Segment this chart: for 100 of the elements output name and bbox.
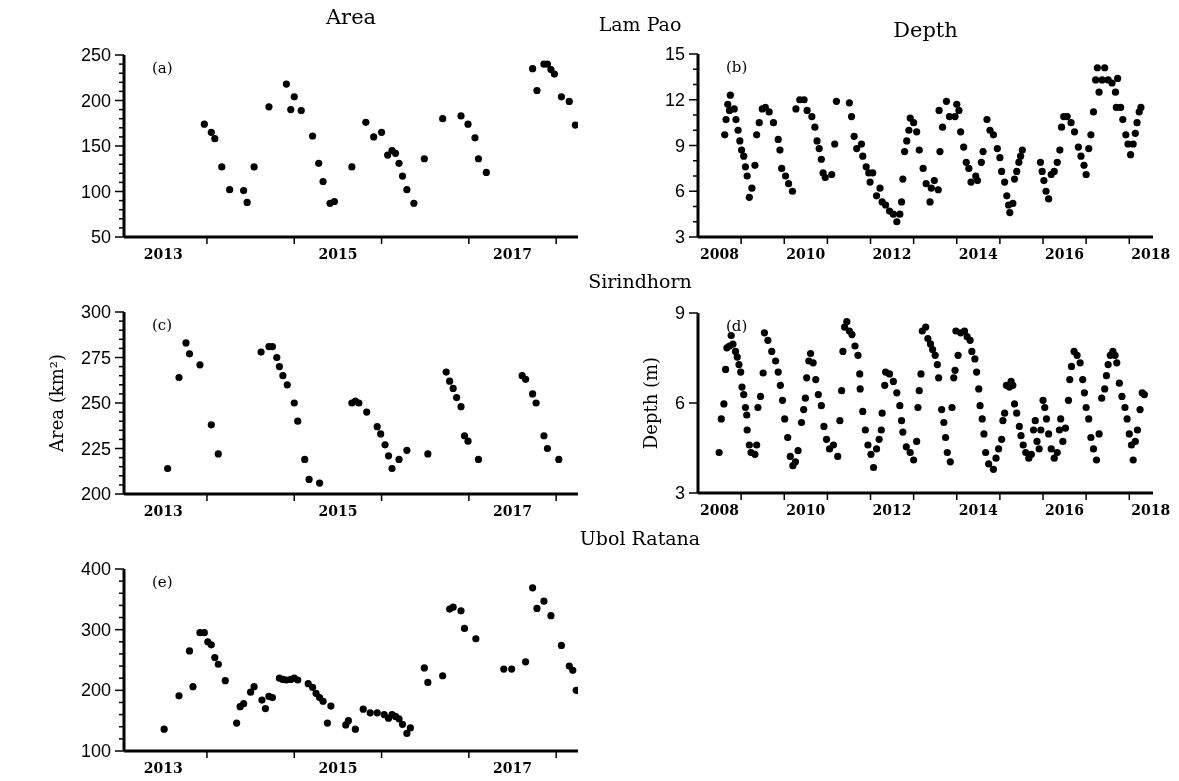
y-tick-label: 50	[90, 227, 111, 247]
point	[370, 133, 378, 141]
x-tick-label: 2017	[493, 246, 532, 262]
point	[403, 186, 411, 194]
x-tick-label: 2013	[143, 760, 183, 776]
point	[529, 65, 537, 73]
y-tick-label: 150	[80, 136, 111, 156]
x-tick-label: 2014	[958, 246, 999, 262]
y-tick-label: 6	[674, 393, 685, 413]
annotation: (d)	[726, 317, 748, 335]
y-tick-label: 9	[674, 135, 685, 156]
x-tick-label: 2012	[872, 502, 912, 518]
point	[330, 197, 339, 206]
y-tick-label: 250	[80, 45, 111, 65]
point	[265, 103, 273, 111]
x-tick-label: 2014	[958, 502, 999, 518]
point	[175, 373, 183, 382]
y-tick-label: 3	[674, 483, 685, 503]
x-tick-label: 2015	[318, 246, 358, 262]
point	[182, 339, 190, 347]
point	[243, 198, 251, 207]
text: Sirindhorn	[587, 270, 693, 292]
y-tick-label: 100	[80, 181, 111, 202]
x-tick-label: 2008	[700, 502, 740, 518]
point	[457, 403, 465, 411]
point	[294, 417, 302, 425]
point	[547, 65, 555, 74]
point	[464, 437, 472, 445]
x-tick-label: 2010	[786, 502, 826, 518]
x-tick-label: 2015	[318, 503, 358, 519]
point	[185, 350, 194, 358]
point	[373, 423, 381, 431]
point	[424, 450, 432, 458]
point	[355, 399, 363, 407]
y-tick-label: 12	[664, 89, 685, 110]
chart-title: Area	[324, 5, 378, 29]
annotation: (e)	[152, 573, 173, 591]
x-tick-label: 2016	[1045, 502, 1085, 518]
point	[226, 186, 234, 194]
point	[250, 163, 258, 171]
point	[287, 106, 295, 114]
annotation: (b)	[726, 58, 748, 76]
point	[529, 390, 537, 398]
point	[550, 70, 559, 78]
y-tick-label: 100	[80, 741, 111, 761]
point	[420, 155, 428, 163]
point	[218, 163, 226, 171]
point	[555, 455, 563, 464]
x-tick-label: 2008	[700, 246, 740, 262]
point	[315, 159, 323, 167]
text: Ubol Ratana	[578, 527, 702, 549]
point	[363, 408, 371, 416]
x-tick-label: 2015	[318, 760, 358, 776]
point	[533, 86, 541, 95]
point	[460, 432, 469, 440]
point	[290, 93, 298, 101]
point	[200, 120, 208, 128]
point	[540, 432, 548, 440]
point	[384, 452, 393, 460]
point	[464, 120, 472, 128]
point	[290, 399, 298, 407]
point	[207, 128, 215, 136]
point	[240, 186, 248, 195]
x-tick-label: 2013	[143, 503, 183, 519]
y-tick-label: 250	[80, 393, 111, 413]
point	[543, 444, 552, 453]
point	[308, 132, 317, 140]
y-tick-label: 200	[80, 680, 111, 701]
x-tick-label: 2017	[493, 760, 532, 776]
y-tick-label: 300	[80, 619, 111, 640]
point	[362, 118, 370, 126]
point	[319, 177, 327, 186]
annotation: (c)	[152, 316, 173, 334]
point	[196, 361, 204, 369]
point	[571, 121, 578, 129]
point	[377, 430, 385, 438]
y-tick-label: 3	[674, 227, 685, 247]
x-tick-label: 2013	[143, 246, 183, 262]
point	[275, 363, 284, 371]
x-tick-label: 2012	[872, 246, 912, 262]
point	[482, 168, 490, 176]
point	[474, 455, 483, 464]
x-tick-label: 2017	[493, 503, 532, 519]
point	[449, 384, 457, 393]
y-tick-label: 200	[80, 90, 111, 111]
y-tick-label: 15	[664, 44, 685, 64]
x-tick-label: 2016	[1045, 246, 1085, 262]
point	[257, 348, 265, 356]
y-axis-title: Area (km²)	[46, 354, 67, 453]
point	[315, 479, 324, 487]
point	[377, 128, 386, 136]
point	[439, 115, 447, 123]
point	[384, 151, 392, 159]
point	[214, 450, 222, 458]
point	[381, 441, 389, 449]
point	[388, 464, 396, 473]
point	[279, 372, 287, 380]
text: Lam Pao	[597, 13, 683, 35]
point	[442, 368, 450, 376]
y-tick-label: 225	[80, 438, 111, 459]
